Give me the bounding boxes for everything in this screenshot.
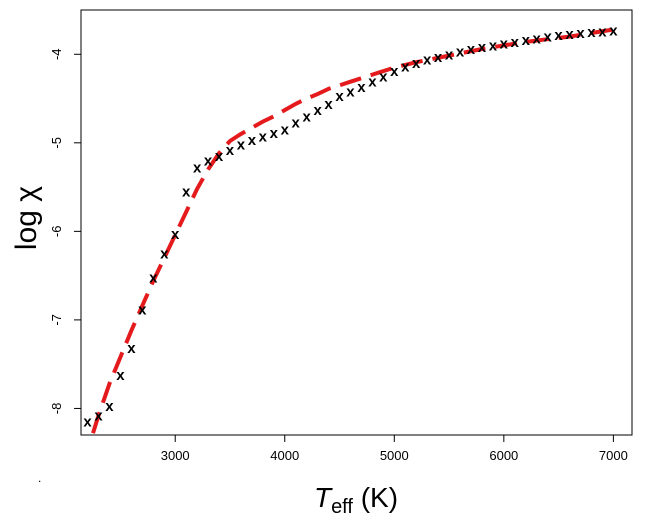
x-tick-label: 6000 [489,448,518,463]
y-axis: -8 -7 -6 -5 -4 [49,48,81,414]
data-point: x [116,367,125,384]
data-point: x [302,108,311,125]
x-tick-label: 3000 [161,448,190,463]
data-point: x [500,36,509,53]
x-axis-title: Teff (K) [314,482,398,518]
data-point: x [576,25,585,42]
data-point: x [138,301,147,318]
data-point: x [237,137,246,154]
footnote-dot: . [38,471,41,485]
data-point: x [292,114,301,131]
x-axis-title-unit: (K) [353,482,398,513]
data-point: x [511,34,520,51]
data-point: x [390,63,399,80]
data-point: x [489,37,498,54]
data-point: x [423,52,432,69]
data-point: x [412,55,421,72]
data-point: x [171,226,180,243]
data-point: x [467,41,476,58]
data-point: x [533,30,542,47]
data-point: x [226,142,235,159]
fit-line [91,27,614,434]
data-point: x [346,83,355,100]
data-point: x [587,24,596,41]
data-point: x [182,184,191,201]
x-tick-label: 5000 [380,448,409,463]
data-point: x [204,153,213,170]
data-point: x [434,49,443,66]
x-axis-title-main: T [314,482,333,513]
data-point: x [456,44,465,61]
data-point: x [379,68,388,85]
data-point: x [83,414,92,431]
data-point: x [215,148,224,165]
data-point: x [554,27,563,44]
x-tick-label: 4000 [270,448,299,463]
data-point: x [543,29,552,46]
y-tick-label: -4 [49,48,64,60]
data-point: x [335,88,344,105]
data-point: x [324,96,333,113]
data-point: x [598,23,607,40]
y-tick-label: -8 [49,403,64,415]
data-point: x [94,408,103,425]
data-point: x [149,269,158,286]
data-point: x [445,46,454,63]
data-point: x [270,125,279,142]
x-tick-label: 7000 [599,448,628,463]
plot-frame [80,9,633,436]
data-point: x [105,398,114,415]
data-point: x [368,74,377,91]
data-point: x [522,32,531,49]
data-point: x [127,340,136,357]
data-point: x [160,245,169,262]
data-point: x [609,22,618,39]
data-point: x [478,39,487,56]
y-tick-label: -5 [49,137,64,149]
data-point: x [259,129,268,146]
data-point: x [401,59,410,76]
data-point: x [193,160,202,177]
y-tick-label: -6 [49,226,64,238]
data-point: x [248,132,257,149]
data-point: x [357,79,366,96]
y-tick-label: -7 [49,314,64,326]
data-point: x [565,26,574,43]
x-axis-title-sub: eff [331,496,353,518]
x-axis: 3000 4000 5000 6000 7000 [161,435,628,463]
data-point: x [313,102,322,119]
y-axis-title: log χ [10,186,43,250]
data-point: x [281,122,290,139]
